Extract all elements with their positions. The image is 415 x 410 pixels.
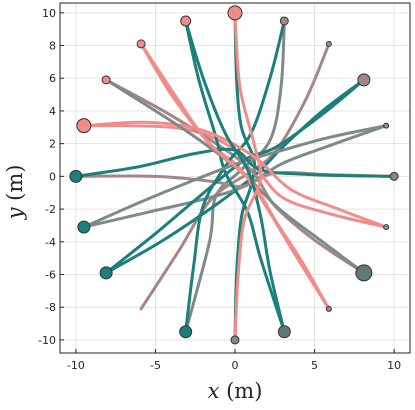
start-marker-18 (180, 15, 192, 27)
start-marker-10 (277, 325, 291, 339)
y-tick-label: 6 (49, 72, 56, 85)
markers (69, 5, 399, 345)
y-tick-label: 4 (49, 105, 56, 118)
y-tick-label: 10 (42, 7, 56, 20)
trajectory-line-8 (104, 78, 366, 275)
trajectory-line-4 (104, 78, 366, 275)
start-marker-17 (136, 39, 146, 49)
x-tick-label: 10 (387, 359, 401, 372)
start-marker-13 (77, 220, 91, 234)
start-marker-3 (325, 40, 332, 47)
trajectory-line-15 (82, 120, 388, 229)
trajectory-line-18 (184, 19, 286, 334)
start-marker-15 (76, 118, 92, 134)
y-axis-label: y (m) (3, 165, 27, 221)
y-tick-label: 8 (49, 40, 56, 53)
trajectory-line-9 (139, 42, 331, 311)
start-marker-9 (325, 305, 332, 312)
plot-area (69, 5, 399, 345)
tick-labels: -10 -5 0 5 10 -10 -8 -6 -4 -2 0 2 4 6 8 10 (38, 7, 401, 372)
start-marker-7 (383, 224, 390, 231)
start-marker-14 (69, 169, 83, 183)
start-marker-4 (357, 73, 371, 87)
x-axis-label: x (m) (208, 379, 263, 403)
start-marker-16 (101, 75, 111, 85)
y-tick-label: -8 (45, 301, 56, 314)
y-tick-label: 0 (49, 170, 56, 183)
start-marker-2 (279, 16, 289, 26)
x-tick-label: 0 (232, 359, 239, 372)
start-marker-5 (383, 122, 390, 129)
trajectory-line-19 (233, 11, 263, 342)
y-tick-label: -2 (45, 203, 56, 216)
start-marker-19 (230, 335, 240, 345)
y-tick-label: -10 (38, 334, 56, 347)
y-tick-label: -6 (45, 268, 56, 281)
start-marker-1 (227, 5, 243, 21)
start-marker-12 (99, 266, 113, 280)
y-tick-label: -4 (45, 236, 56, 249)
start-marker-6 (389, 171, 399, 181)
x-tick-label: 5 (311, 359, 318, 372)
start-marker-11 (179, 325, 193, 339)
x-tick-label: -10 (67, 359, 85, 372)
y-tick-label: 2 (49, 138, 56, 151)
x-tick-label: -5 (150, 359, 161, 372)
trajectory-lines (74, 11, 396, 342)
start-marker-8 (355, 264, 373, 282)
